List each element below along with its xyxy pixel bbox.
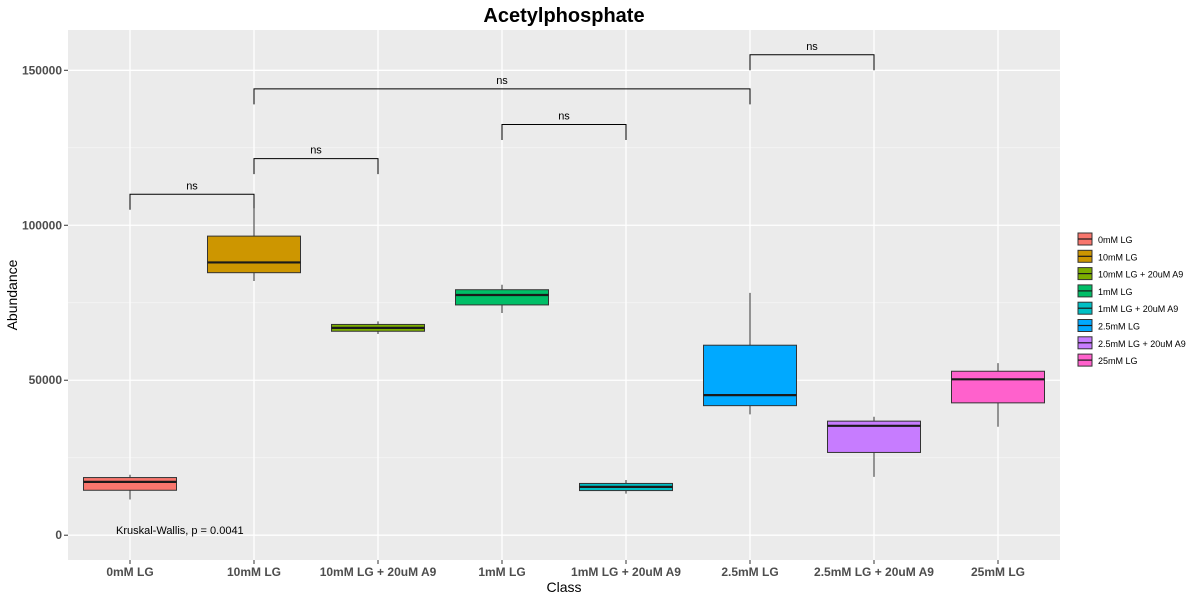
legend-item: 2.5mM LG + 20uM A9 [1077,336,1186,350]
y-axis-label: Abundance [4,259,20,330]
box-10mm-lg-20um-a9 [331,321,425,335]
y-tick-label: 150000 [22,63,62,77]
legend-label: 2.5mM LG + 20uM A9 [1098,339,1186,349]
legend-item: 1mM LG + 20uM A9 [1077,301,1178,315]
plot-panel [68,30,1060,560]
chart-title: Acetylphosphate [483,5,644,27]
box-body [83,477,177,491]
box-1mm-lg-20um-a9 [579,480,673,494]
significance-label: ns [310,145,322,157]
comparison-bracket: ns [253,75,751,105]
comparison-bracket: ns [749,41,875,71]
box-2-5mm-lg-20um-a9 [827,416,921,477]
bracket-line [501,124,627,141]
bracket-line [253,158,379,175]
significance-label: ns [558,111,570,123]
y-tick-label: 100000 [22,218,62,232]
box-body [703,344,797,407]
legend-label: 10mM LG [1098,252,1138,262]
legend-label: 25mM LG [1098,356,1138,366]
bracket-line [253,88,751,105]
significance-label: ns [186,180,198,192]
significance-label: ns [496,75,508,87]
legend-item: 2.5mM LG [1077,319,1140,332]
legend-label: 0mM LG [1098,235,1133,245]
legend-label: 1mM LG [1098,287,1133,297]
legend-item: 1mM LG [1077,284,1133,298]
comparison-brackets: ns ns ns ns ns [129,41,875,210]
legend-item: 25mM LG [1077,353,1138,367]
box-25mm-lg [951,363,1045,427]
legend-label: 2.5mM LG [1098,322,1140,332]
box-1mm-lg [455,284,549,313]
box-layer [83,208,1045,500]
comparison-bracket: ns [253,145,379,175]
x-tick-label: 0mM LG [106,565,153,579]
x-axis: 0mM LG 10mM LG 10mM LG + 20uM A9 1mM LG 1mM … [106,560,1025,579]
y-tick-label: 0 [55,528,62,542]
legend: 0mM LG 10mM LG 10mM LG + 20uM A9 1mM LG 1mM … [1077,232,1186,367]
box-10mm-lg [207,208,301,282]
box-body [207,235,301,274]
bracket-line [129,193,255,210]
x-tick-label: 10mM LG + 20uM A9 [320,565,437,579]
x-tick-label: 10mM LG [227,565,281,579]
box-2-5mm-lg [703,292,797,415]
legend-label: 1mM LG + 20uM A9 [1098,304,1178,314]
significance-label: ns [806,41,818,53]
legend-label: 10mM LG + 20uM A9 [1098,270,1183,280]
comparison-bracket: ns [501,111,627,141]
legend-item: 0mM LG [1077,232,1133,246]
box-body [455,289,549,306]
x-tick-label: 2.5mM LG [721,565,778,579]
legend-item: 10mM LG [1077,249,1138,263]
kruskal-wallis-annotation: Kruskal-Wallis, p = 0.0041 [116,525,244,537]
bracket-line [749,54,875,71]
x-tick-label: 2.5mM LG + 20uM A9 [814,565,934,579]
legend-item: 10mM LG + 20uM A9 [1077,267,1183,281]
x-axis-label: Class [546,579,581,595]
box-body [951,370,1045,404]
comparison-bracket: ns [129,180,255,210]
y-tick-label: 50000 [29,373,63,387]
x-tick-label: 1mM LG + 20uM A9 [571,565,681,579]
x-tick-label: 1mM LG [478,565,525,579]
box-0mm-lg [83,474,177,500]
x-tick-label: 25mM LG [971,565,1025,579]
y-axis: 0 50000 100000 150000 [22,63,68,542]
